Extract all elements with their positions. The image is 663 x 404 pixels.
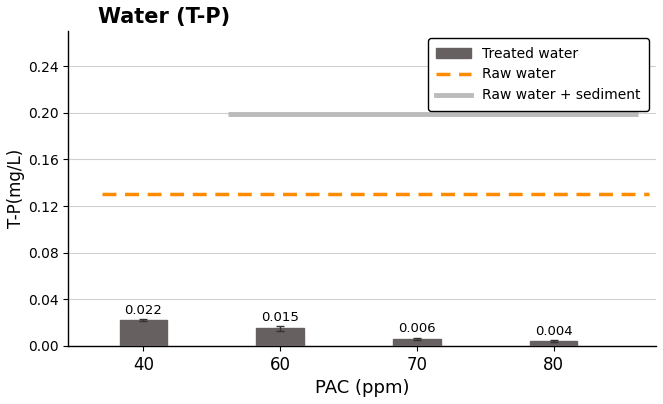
Text: 0.004: 0.004 bbox=[535, 325, 572, 338]
Text: 0.022: 0.022 bbox=[125, 304, 162, 317]
Bar bbox=[393, 339, 441, 346]
X-axis label: PAC (ppm): PAC (ppm) bbox=[315, 379, 410, 397]
Text: 0.006: 0.006 bbox=[398, 322, 436, 335]
Bar bbox=[257, 328, 304, 346]
Text: 0.015: 0.015 bbox=[261, 311, 299, 324]
Y-axis label: T-P(mg/L): T-P(mg/L) bbox=[7, 149, 25, 228]
Bar bbox=[119, 320, 168, 346]
Text: Water (T-P): Water (T-P) bbox=[97, 7, 230, 27]
Bar bbox=[530, 341, 577, 346]
Legend: Treated water, Raw water, Raw water + sediment: Treated water, Raw water, Raw water + se… bbox=[428, 38, 649, 111]
